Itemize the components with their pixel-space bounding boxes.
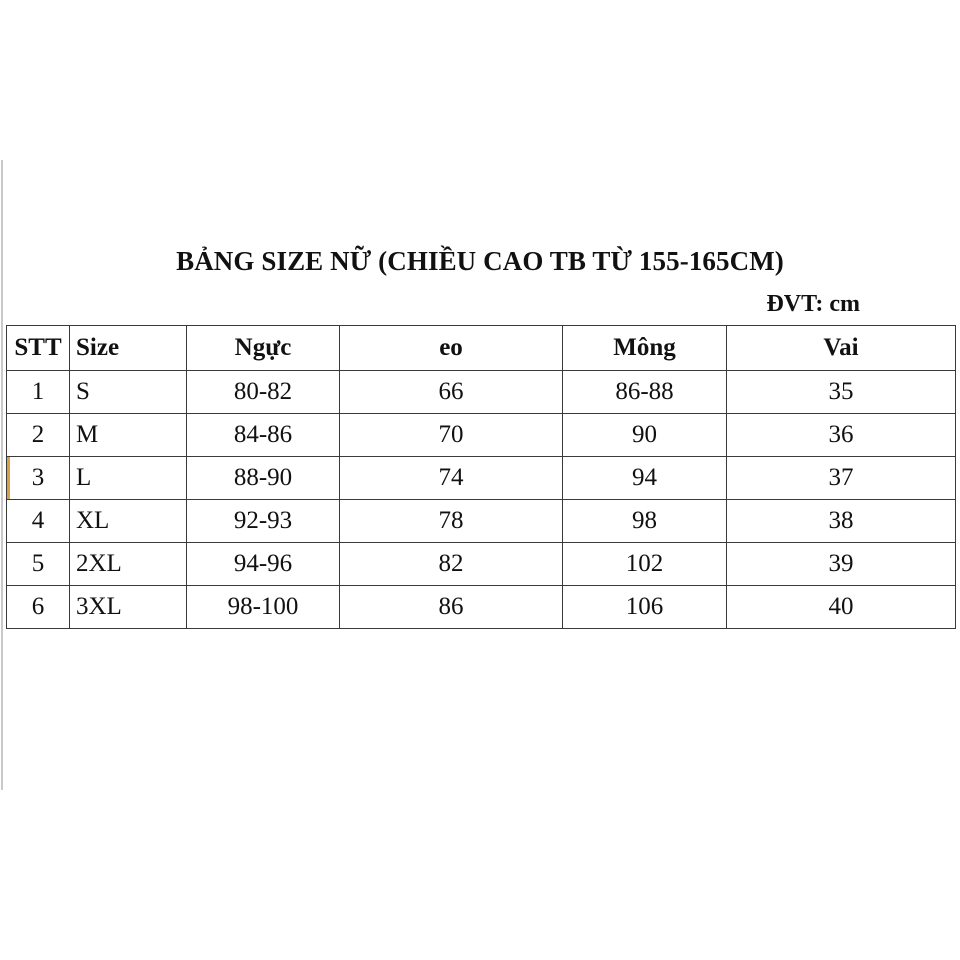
cell-mong: 86-88 <box>562 370 727 414</box>
column-header-vai: Vai <box>726 325 956 371</box>
cell-eo: 74 <box>339 456 563 500</box>
size-table-container: STT Size Ngực eo Mông Vai 1 S 80-82 66 86-88 35 2 M 8… <box>6 325 956 629</box>
cell-vai: 38 <box>726 499 956 543</box>
table-row: 2 M 84-86 70 90 36 <box>6 413 956 457</box>
table-row: 1 S 80-82 66 86-88 35 <box>6 370 956 414</box>
left-edge-rule <box>1 160 3 790</box>
cell-eo: 78 <box>339 499 563 543</box>
table-row: 5 2XL 94-96 82 102 39 <box>6 542 956 586</box>
cell-vai: 36 <box>726 413 956 457</box>
cell-stt: 2 <box>6 413 70 457</box>
cell-nguc: 94-96 <box>186 542 340 586</box>
size-table: STT Size Ngực eo Mông Vai 1 S 80-82 66 86-88 35 2 M 8… <box>6 325 956 629</box>
cell-eo: 82 <box>339 542 563 586</box>
cell-stt: 5 <box>6 542 70 586</box>
cell-mong: 94 <box>562 456 727 500</box>
cell-mong: 106 <box>562 585 727 629</box>
table-header: STT Size Ngực eo Mông Vai <box>6 325 956 371</box>
table-header-row: STT Size Ngực eo Mông Vai <box>6 325 956 371</box>
cell-eo: 86 <box>339 585 563 629</box>
cell-stt: 3 <box>6 456 70 500</box>
table-row: 3 L 88-90 74 94 37 <box>6 456 956 500</box>
cell-size: S <box>69 370 187 414</box>
cell-size: XL <box>69 499 187 543</box>
column-header-eo: eo <box>339 325 563 371</box>
table-row: 4 XL 92-93 78 98 38 <box>6 499 956 543</box>
cell-vai: 37 <box>726 456 956 500</box>
cell-size: L <box>69 456 187 500</box>
page-title: BẢNG SIZE NỮ (CHIỀU CAO TB TỪ 155-165CM) <box>176 246 784 276</box>
cell-size: 3XL <box>69 585 187 629</box>
unit-label: ĐVT: cm <box>766 291 860 317</box>
cell-nguc: 88-90 <box>186 456 340 500</box>
cell-stt: 6 <box>6 585 70 629</box>
cell-eo: 66 <box>339 370 563 414</box>
cell-mong: 90 <box>562 413 727 457</box>
column-header-size: Size <box>69 325 187 371</box>
column-header-nguc: Ngực <box>186 325 340 371</box>
cell-nguc: 92-93 <box>186 499 340 543</box>
table-row: 6 3XL 98-100 86 106 40 <box>6 585 956 629</box>
cell-eo: 70 <box>339 413 563 457</box>
cell-nguc: 80-82 <box>186 370 340 414</box>
cell-vai: 40 <box>726 585 956 629</box>
table-body: 1 S 80-82 66 86-88 35 2 M 84-86 70 90 36 3 L 88-90 74 94… <box>6 370 956 629</box>
column-header-mong: Mông <box>562 325 727 371</box>
cell-nguc: 84-86 <box>186 413 340 457</box>
column-header-stt: STT <box>6 325 70 371</box>
cell-vai: 39 <box>726 542 956 586</box>
cell-vai: 35 <box>726 370 956 414</box>
cell-size: 2XL <box>69 542 187 586</box>
cell-stt: 4 <box>6 499 70 543</box>
cell-size: M <box>69 413 187 457</box>
cell-mong: 102 <box>562 542 727 586</box>
cell-mong: 98 <box>562 499 727 543</box>
cell-stt: 1 <box>6 370 70 414</box>
cell-nguc: 98-100 <box>186 585 340 629</box>
